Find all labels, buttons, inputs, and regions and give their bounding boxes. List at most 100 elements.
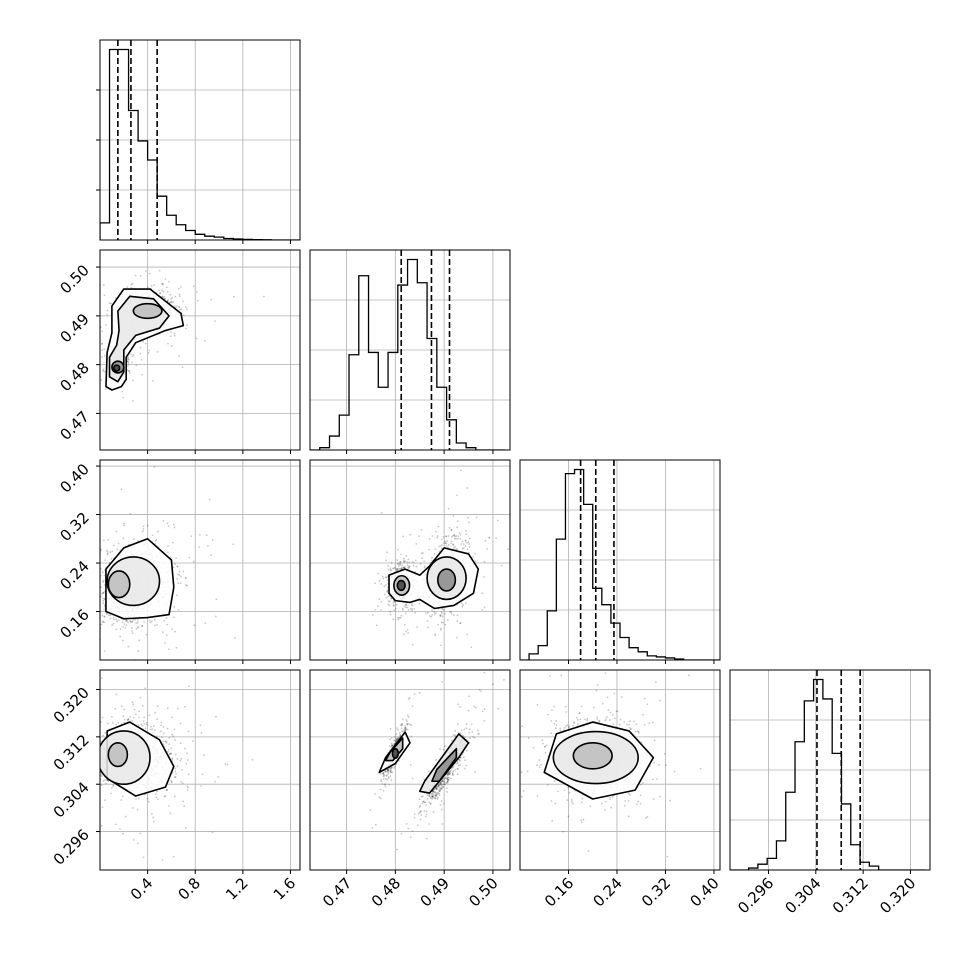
sample-point: [184, 577, 187, 580]
panel-background: [310, 460, 510, 660]
sample-point: [434, 791, 437, 794]
sample-point: [106, 313, 108, 316]
sample-point: [181, 782, 184, 785]
sample-point: [374, 823, 377, 826]
sample-point: [154, 793, 157, 795]
sample-point: [466, 633, 469, 636]
sample-point: [396, 559, 399, 561]
sample-point: [446, 777, 449, 780]
sample-point: [405, 606, 407, 609]
sample-point: [428, 548, 430, 551]
sample-point: [168, 736, 171, 739]
sample-point: [433, 791, 435, 794]
sample-point: [174, 753, 177, 756]
sample-point: [137, 842, 139, 845]
sample-point: [418, 535, 420, 538]
sample-point: [646, 816, 649, 818]
sample-point: [141, 373, 143, 376]
sample-point: [447, 771, 450, 774]
sample-point: [179, 309, 181, 311]
sample-point: [379, 788, 382, 791]
sample-point: [122, 832, 124, 835]
sample-point: [177, 582, 180, 585]
sample-point: [211, 831, 214, 834]
sample-point: [86, 552, 88, 554]
sample-point: [155, 796, 158, 799]
sample-point: [180, 768, 183, 771]
sample-point: [389, 775, 392, 778]
sample-point: [136, 619, 139, 622]
sample-point: [451, 772, 454, 775]
grid: [100, 670, 300, 870]
sample-point: [385, 559, 387, 562]
sample-point: [403, 561, 405, 564]
sample-point: [405, 822, 408, 825]
sample-point: [106, 309, 109, 312]
grid: [520, 460, 720, 660]
sample-point: [468, 728, 471, 731]
sample-point: [442, 780, 445, 782]
sample-point: [439, 783, 442, 786]
sample-point: [465, 540, 467, 542]
sample-point: [609, 798, 612, 801]
sample-point: [404, 727, 407, 729]
sample-point: [68, 564, 70, 566]
sample-point: [378, 579, 381, 582]
sample-point: [417, 824, 419, 827]
sample-point: [159, 730, 162, 733]
sample-point: [102, 369, 105, 372]
contour-level: [107, 741, 129, 768]
sample-point: [148, 349, 151, 352]
sample-point: [89, 608, 91, 610]
sample-point: [178, 293, 181, 296]
sample-point: [171, 628, 174, 630]
sample-point: [410, 603, 413, 605]
sample-point: [429, 802, 432, 805]
sample-point: [156, 790, 158, 793]
sample-point: [45, 787, 47, 789]
sample-point: [94, 625, 96, 627]
sample-point: [109, 614, 112, 617]
sample-point: [174, 775, 177, 778]
sample-point: [115, 530, 118, 533]
sample-point: [161, 858, 164, 861]
sample-point: [103, 621, 106, 624]
sample-point: [411, 608, 413, 610]
sample-point: [171, 757, 174, 759]
sample-point: [141, 724, 144, 727]
sample-point: [437, 785, 439, 788]
sample-point: [185, 584, 187, 586]
sample-point: [557, 790, 559, 793]
sample-point: [483, 671, 486, 674]
sample-point: [101, 806, 104, 809]
sample-point: [141, 530, 144, 533]
sample-point: [103, 608, 106, 611]
sample-point: [382, 772, 385, 774]
sample-point: [465, 533, 468, 536]
sample-point: [428, 823, 431, 825]
sample-point: [162, 743, 165, 745]
sample-point: [387, 768, 390, 771]
sample-point: [452, 544, 455, 546]
sample-point: [131, 719, 134, 722]
sample-point: [96, 747, 98, 749]
sample-point: [432, 790, 435, 792]
sample-point: [167, 342, 169, 345]
sample-point: [421, 802, 424, 805]
sample-point: [379, 772, 382, 775]
sample-point: [149, 725, 152, 728]
sample-point: [476, 729, 479, 732]
sample-point: [384, 770, 386, 772]
sample-point: [436, 786, 439, 789]
sample-point: [613, 717, 616, 720]
sample-point: [397, 562, 399, 565]
sample-point: [191, 740, 194, 743]
sample-point: [192, 560, 195, 563]
sample-point: [160, 724, 162, 727]
grid: [310, 460, 510, 660]
sample-point: [444, 777, 447, 780]
sample-point: [436, 797, 439, 800]
sample-point: [178, 574, 181, 576]
sample-point: [251, 758, 254, 761]
sample-point: [163, 295, 166, 298]
